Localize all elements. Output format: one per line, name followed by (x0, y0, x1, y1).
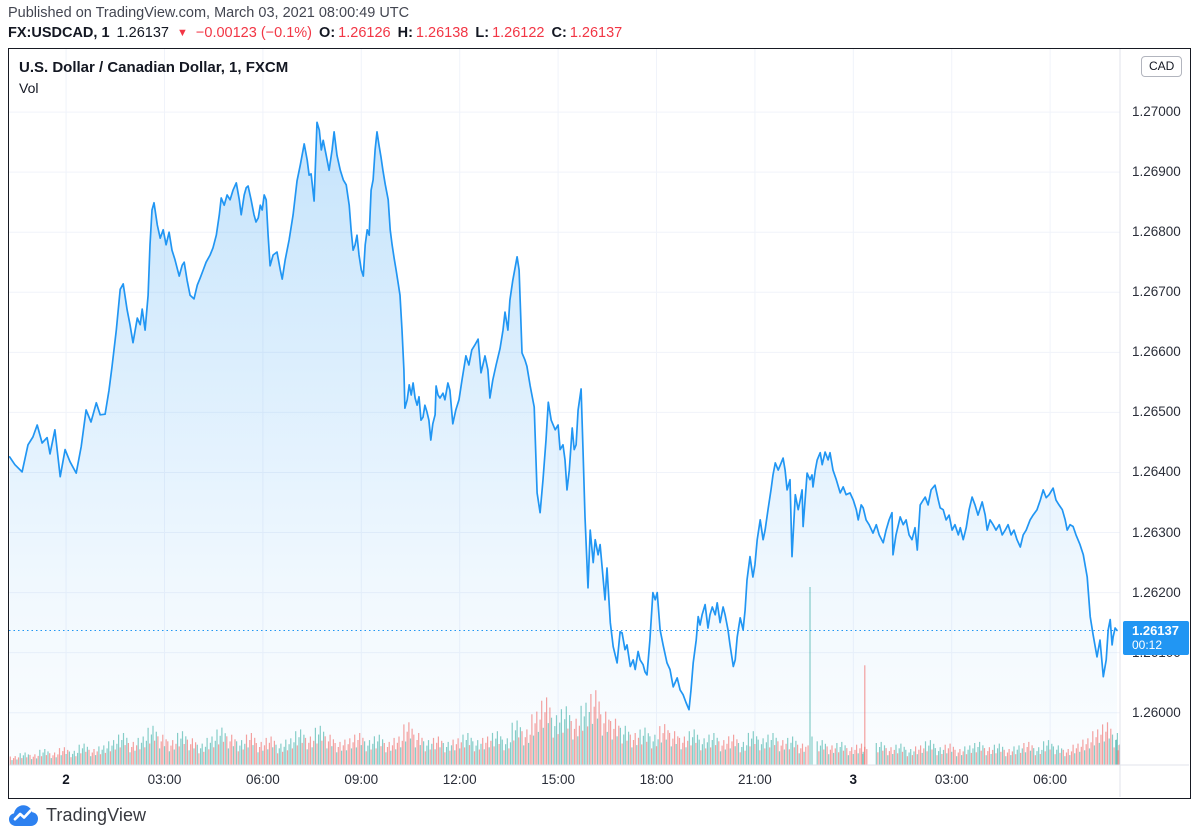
last-price: 1.26137 (116, 25, 169, 41)
badge-price: 1.26137 (1132, 623, 1179, 639)
time-tick-label: 06:00 (245, 772, 280, 787)
badge-countdown: 00:12 (1132, 638, 1163, 653)
tradingview-cloud-icon (8, 804, 39, 827)
volume-pane-label: Vol (19, 80, 39, 96)
time-tick-label: 06:00 (1033, 772, 1068, 787)
time-tick-label: 03:00 (934, 772, 969, 787)
published-line: Published on TradingView.com, March 03, … (8, 5, 410, 21)
currency-toggle-button[interactable]: CAD (1141, 56, 1183, 77)
high-label: H: (397, 25, 413, 41)
time-tick-label: 21:00 (738, 772, 772, 787)
time-axis[interactable]: 2 03:00 06:00 09:00 12:00 15:00 18:00 21:00 3 03:… (9, 49, 1190, 798)
chart-title: U.S. Dollar / Canadian Dollar, 1, FXCM (19, 59, 289, 76)
price-area-fill (9, 122, 1118, 766)
open-label: O: (319, 25, 336, 41)
time-tick-label: 2 (62, 772, 70, 787)
time-tick-label: 03:00 (147, 772, 182, 787)
time-tick-label: 09:00 (344, 772, 379, 787)
low-value: 1.26122 (492, 25, 545, 41)
open-value: 1.26126 (338, 25, 391, 41)
price-change: −0.00123 (−0.1%) (195, 25, 313, 41)
chart-canvas[interactable] (9, 49, 1189, 797)
time-tick-label: 3 (849, 772, 858, 787)
high-value: 1.26138 (415, 25, 469, 41)
time-tick-label: 18:00 (639, 772, 674, 787)
down-triangle-icon: ▼ (177, 27, 188, 39)
chart-frame: U.S. Dollar / Canadian Dollar, 1, FXCM V… (8, 48, 1191, 799)
price-line (9, 121, 1118, 711)
low-label: L: (475, 25, 490, 41)
current-price-badge: 1.26137 00:12 (1123, 621, 1189, 656)
close-label: C: (551, 25, 567, 41)
symbol-name: FX:USDCAD, 1 (8, 25, 110, 41)
time-tick-label: 12:00 (442, 772, 477, 787)
close-value: 1.26137 (569, 25, 623, 41)
volume-bars (9, 587, 1121, 765)
tradingview-wordmark: TradingView (46, 805, 147, 825)
tradingview-logo-link[interactable]: TradingView (8, 804, 146, 827)
symbol-quote-line: FX:USDCAD, 1 1.26137 ▼ −0.00123 (−0.1%) … (8, 25, 625, 41)
time-tick-label: 15:00 (541, 772, 575, 787)
